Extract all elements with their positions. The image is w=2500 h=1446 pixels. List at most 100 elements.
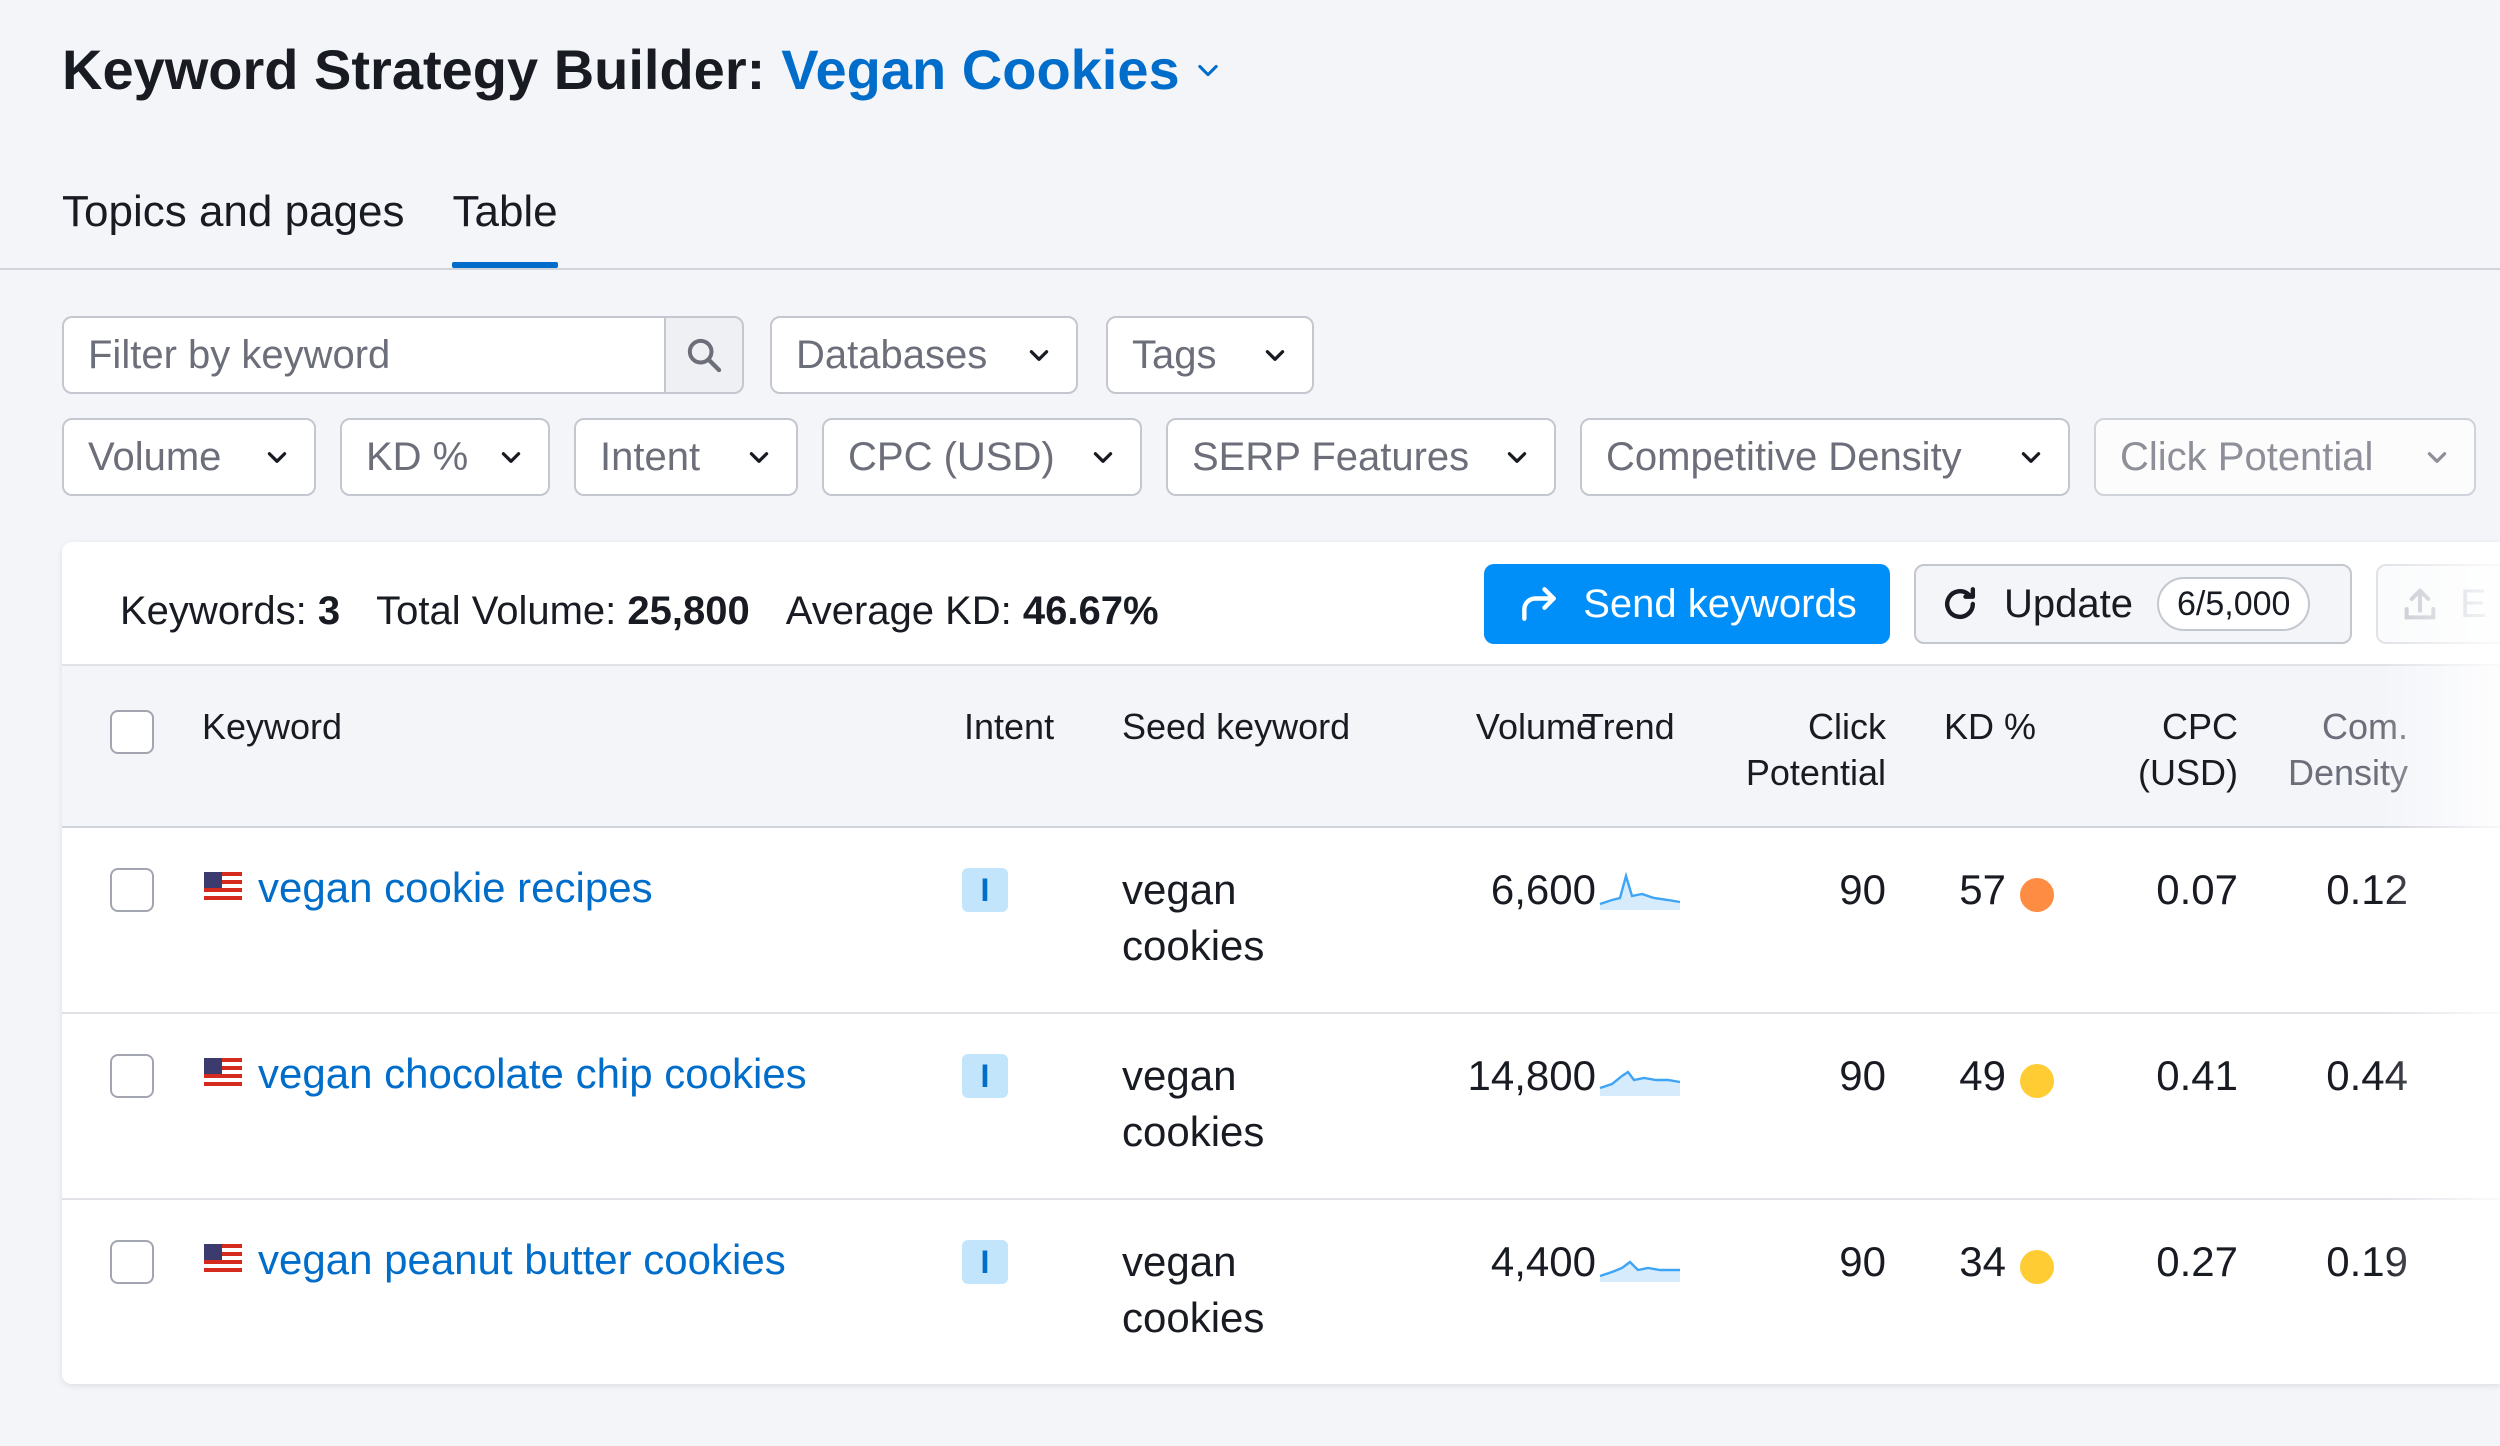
chevron-down-icon: [501, 452, 521, 463]
total-volume-value: 25,800: [627, 588, 750, 633]
intent-filter[interactable]: Intent: [574, 418, 798, 496]
column-intent[interactable]: Intent: [964, 706, 1055, 747]
click-potential-filter-label: Click Potential: [2120, 434, 2374, 479]
table-header: Keyword Intent Seed keyword Volume Trend…: [62, 664, 2500, 828]
chevron-down-icon: [267, 452, 287, 463]
table-row: vegan peanut butter cookies I vegan cooki…: [62, 1200, 2500, 1384]
update-quota: 6/5,000: [2156, 577, 2311, 631]
seed-keyword-line1: vegan: [1122, 1238, 1237, 1285]
seed-keyword-line2: cookies: [1122, 1294, 1265, 1341]
competitive-density-filter-label: Competitive Density: [1606, 434, 1962, 479]
com-density-value: 0.12: [2326, 866, 2408, 913]
page-title-label: Keyword Strategy Builder:: [62, 38, 766, 101]
project-selector[interactable]: Vegan Cookies: [781, 38, 1180, 101]
update-button[interactable]: Update 6/5,000: [1914, 564, 2352, 644]
keyword-link[interactable]: vegan chocolate chip cookies: [258, 1050, 807, 1097]
keywords-count-label: Keywords:: [120, 588, 307, 633]
average-kd-value: 46.67%: [1022, 588, 1159, 633]
intent-badge: I: [962, 1054, 1008, 1098]
column-com-density-line2: Density: [2287, 752, 2408, 793]
export-button[interactable]: E: [2376, 564, 2500, 644]
average-kd-label: Average KD:: [785, 588, 1012, 633]
kd-filter-label: KD %: [366, 434, 469, 479]
row-checkbox[interactable]: [110, 1054, 154, 1098]
column-cpc[interactable]: CPC (USD): [2102, 704, 2238, 796]
intent-badge: I: [962, 1240, 1008, 1284]
volume-value: 14,800: [1467, 1052, 1596, 1099]
seed-keyword-line1: vegan: [1122, 866, 1237, 913]
us-flag-icon: [204, 1058, 242, 1086]
average-kd: Average KD: 46.67%: [786, 589, 1159, 634]
kd-value: 34: [1959, 1238, 2006, 1285]
keyword-link[interactable]: vegan cookie recipes: [258, 864, 653, 911]
chevron-down-icon: [749, 452, 769, 463]
com-density-value: 0.44: [2326, 1052, 2408, 1099]
volume-filter-label: Volume: [88, 434, 222, 479]
kd-difficulty-dot: [2020, 1250, 2054, 1284]
cpc-value: 0.07: [2156, 866, 2238, 913]
total-volume: Total Volume: 25,800: [376, 589, 750, 634]
column-com-density[interactable]: Com. Density: [2262, 704, 2408, 796]
com-density-value: 0.19: [2326, 1238, 2408, 1285]
click-potential-value: 90: [1839, 1238, 1886, 1285]
column-click-potential-line2: Potential: [1745, 752, 1886, 793]
refresh-icon: [1944, 587, 1976, 620]
volume-filter[interactable]: Volume: [62, 418, 316, 496]
column-keyword[interactable]: Keyword: [202, 706, 343, 747]
keyword-link[interactable]: vegan peanut butter cookies: [258, 1236, 786, 1283]
tab-topics-and-pages[interactable]: Topics and pages: [62, 187, 405, 236]
kd-value: 57: [1959, 866, 2006, 913]
column-cpc-line1: CPC: [2161, 706, 2238, 747]
databases-label: Databases: [796, 332, 988, 377]
chevron-down-icon: [1507, 452, 1527, 463]
intent-badge: I: [962, 868, 1008, 912]
send-keywords-label: Send keywords: [1583, 581, 1857, 626]
sparkline-icon: [1599, 1070, 1681, 1096]
column-seed-keyword[interactable]: Seed keyword: [1122, 706, 1351, 747]
competitive-density-filter[interactable]: Competitive Density: [1580, 418, 2070, 496]
intent-filter-label: Intent: [600, 434, 701, 479]
kd-difficulty-dot: [2020, 878, 2054, 912]
chevron-down-icon: [1265, 350, 1285, 361]
kd-difficulty-dot: [2020, 1064, 2054, 1098]
summary-bar: Keywords: 3 Total Volume: 25,800 Average…: [120, 576, 1195, 646]
search-button[interactable]: [664, 316, 744, 394]
filter-keyword-input[interactable]: [62, 316, 664, 394]
seed-keyword-line2: cookies: [1122, 922, 1265, 969]
chevron-down-icon: [1093, 452, 1113, 463]
column-kd[interactable]: KD %: [1943, 706, 2036, 747]
serp-features-filter[interactable]: SERP Features: [1166, 418, 1556, 496]
tags-dropdown[interactable]: Tags: [1106, 316, 1314, 394]
row-checkbox[interactable]: [110, 868, 154, 912]
column-click-potential[interactable]: Click Potential: [1622, 704, 1886, 796]
click-potential-value: 90: [1839, 1052, 1886, 1099]
chevron-down-icon: [2021, 452, 2041, 463]
chevron-down-icon[interactable]: [1194, 56, 1222, 84]
chevron-down-icon: [2427, 452, 2447, 463]
cpc-filter[interactable]: CPC (USD): [822, 418, 1142, 496]
tab-table[interactable]: Table: [452, 182, 558, 268]
click-potential-filter[interactable]: Click Potential: [2094, 418, 2476, 496]
column-click-potential-line1: Click: [1808, 706, 1886, 747]
update-label: Update: [2004, 581, 2133, 626]
volume-value: 6,600: [1490, 866, 1596, 913]
sparkline-icon: [1599, 1260, 1680, 1282]
keywords-table-card: Keywords: 3 Total Volume: 25,800 Average…: [62, 542, 2500, 1384]
kd-filter[interactable]: KD %: [340, 418, 550, 496]
seed-keyword: vegan cookies: [1122, 1234, 1342, 1346]
keyword-filter: [62, 316, 744, 394]
share-arrow-icon: [1522, 587, 1557, 621]
seed-keyword: vegan cookies: [1122, 1048, 1342, 1160]
tabs-divider: [0, 268, 2500, 270]
databases-dropdown[interactable]: Databases: [770, 316, 1078, 394]
column-cpc-line2: (USD): [2138, 752, 2238, 793]
select-all-checkbox[interactable]: [110, 710, 154, 754]
cpc-value: 0.41: [2156, 1052, 2238, 1099]
total-volume-label: Total Volume:: [376, 588, 617, 633]
kd-value: 49: [1959, 1052, 2006, 1099]
row-checkbox[interactable]: [110, 1240, 154, 1284]
seed-keyword-line1: vegan: [1122, 1052, 1237, 1099]
send-keywords-button[interactable]: Send keywords: [1484, 564, 1890, 644]
volume-value: 4,400: [1490, 1238, 1596, 1285]
column-volume[interactable]: Volume: [1475, 706, 1596, 747]
